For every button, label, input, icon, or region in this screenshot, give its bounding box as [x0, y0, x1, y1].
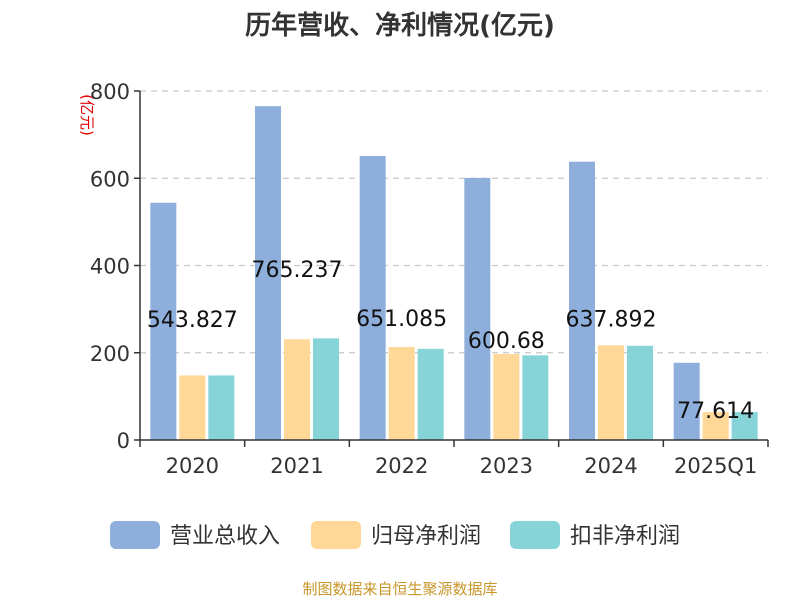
- data-label: 637.892: [566, 308, 657, 333]
- gridlines: [140, 90, 768, 354]
- x-tick-label: 2024: [584, 454, 637, 478]
- y-tick-label: 400: [90, 255, 130, 279]
- y-tick-label: 200: [90, 342, 130, 366]
- bar-归母净利润-2021: [284, 339, 310, 440]
- bar-扣非净利润-2023: [522, 355, 549, 440]
- x-tick-label: 2022: [375, 454, 428, 478]
- bar-归母净利润-2024: [598, 345, 624, 440]
- source-note: 制图数据来自恒生聚源数据库: [302, 580, 497, 598]
- bar-扣非净利润-2022: [417, 348, 444, 440]
- data-label: 543.827: [147, 308, 238, 333]
- legend-swatch: [311, 521, 361, 549]
- bar-扣非净利润-2021: [313, 338, 339, 440]
- x-tick-label: 2020: [166, 454, 219, 478]
- bar-营业总收入-2025Q1: [673, 362, 700, 440]
- bar-营业总收入-2020: [150, 202, 177, 440]
- y-tick-label: 0: [117, 429, 130, 453]
- chart-title: 历年营收、净利情况(亿元): [245, 10, 555, 41]
- bar-扣非净利润-2020: [208, 375, 235, 440]
- x-tick-label: 2025Q1: [674, 454, 757, 478]
- bar-扣非净利润-2024: [627, 345, 653, 440]
- y-tick-label: 600: [90, 167, 130, 191]
- legend-label: 营业总收入: [170, 524, 280, 549]
- y-axis-ticks: 0 200 400 600 800: [90, 80, 140, 453]
- legend-label: 归母净利润: [371, 524, 481, 549]
- bar-归母净利润-2022: [388, 347, 415, 440]
- bar-归母净利润-2023: [493, 354, 520, 440]
- bar-营业总收入-2021: [255, 106, 281, 441]
- x-axis-ticks: 2020 2021 2022 2023 2024 2025Q1: [166, 454, 758, 478]
- x-tick-label: 2023: [480, 454, 533, 478]
- data-labels: 543.827 765.237 651.085 600.68 637.892 77.614: [147, 258, 754, 424]
- legend-label: 扣非净利润: [570, 524, 680, 549]
- legend: 营业总收入 归母净利润 扣非净利润: [110, 521, 680, 549]
- data-label: 600.68: [468, 329, 545, 354]
- legend-swatch: [110, 521, 160, 549]
- bar-营业总收入-2022: [359, 155, 386, 440]
- y-axis-unit-label: (亿元): [78, 94, 96, 136]
- data-label: 651.085: [356, 307, 447, 332]
- x-tick-label: 2021: [270, 454, 323, 478]
- bar-扣非净利润-2025Q1: [731, 412, 758, 440]
- legend-swatch: [510, 521, 560, 549]
- data-label: 765.237: [252, 258, 343, 283]
- bar-groups: [150, 106, 758, 441]
- bar-归母净利润-2025Q1: [702, 412, 729, 440]
- y-tick-label: 800: [90, 80, 130, 104]
- bar-营业总收入-2023: [464, 177, 491, 440]
- data-label: 77.614: [677, 399, 754, 424]
- bar-营业总收入-2024: [569, 161, 595, 441]
- bar-归母净利润-2020: [179, 375, 206, 440]
